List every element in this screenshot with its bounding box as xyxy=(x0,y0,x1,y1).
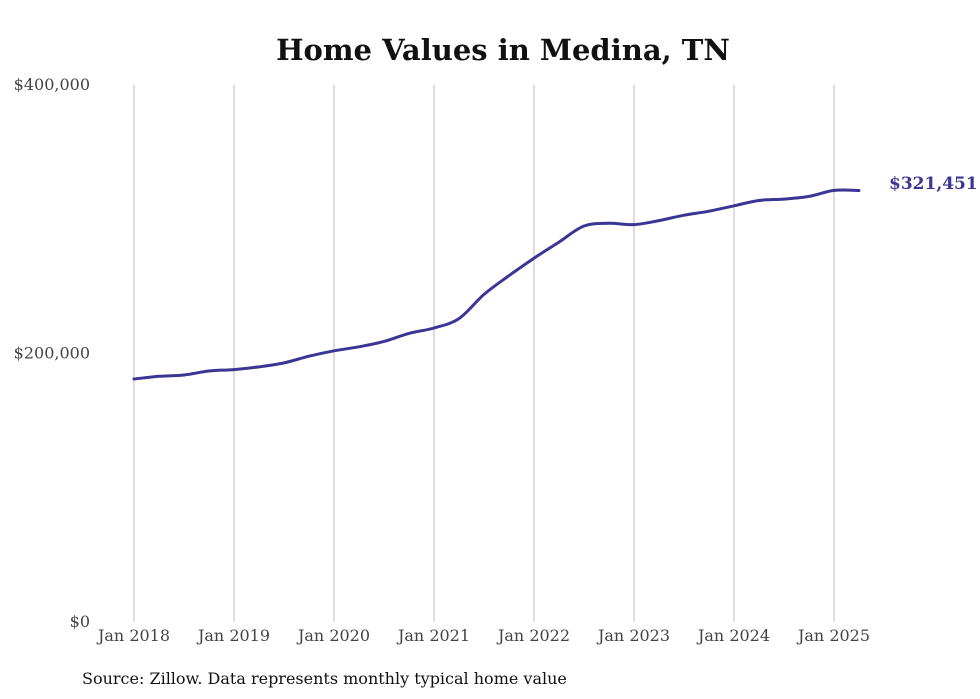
x-tick-label: Jan 2020 xyxy=(296,626,370,645)
data-point xyxy=(282,361,286,365)
series-line xyxy=(132,188,861,381)
y-tick-label: $400,000 xyxy=(14,75,90,94)
y-axis-ticks: $0 $200,000 $400,000 xyxy=(14,75,90,631)
data-point xyxy=(582,224,586,228)
x-tick-label: Jan 2018 xyxy=(96,626,170,645)
source-note: Source: Zillow. Data represents monthly … xyxy=(82,669,567,688)
x-axis-ticks: Jan 2018 Jan 2019 Jan 2020 Jan 2021 Jan 2022… xyxy=(96,626,870,645)
data-point xyxy=(532,256,536,260)
end-value-label: $321,451 xyxy=(889,174,978,194)
data-point xyxy=(332,349,336,353)
x-tick-label: Jan 2022 xyxy=(496,626,570,645)
data-point xyxy=(507,274,511,277)
data-point xyxy=(457,317,461,320)
data-point xyxy=(307,354,311,358)
x-tick-label: Jan 2019 xyxy=(196,626,270,645)
data-point xyxy=(207,369,211,373)
data-point xyxy=(357,345,361,348)
chart-title: Home Values in Medina, TN xyxy=(276,33,730,67)
y-tick-label: $200,000 xyxy=(14,344,90,363)
data-point xyxy=(432,326,436,330)
data-point xyxy=(157,375,161,378)
data-point xyxy=(707,209,711,213)
data-point xyxy=(657,219,661,222)
data-point xyxy=(132,377,136,381)
data-point xyxy=(732,204,736,208)
data-point xyxy=(757,199,761,202)
data-point xyxy=(482,293,486,296)
x-tick-label: Jan 2025 xyxy=(796,626,870,645)
data-point xyxy=(407,332,411,335)
data-point xyxy=(182,373,186,377)
y-tick-label: $0 xyxy=(70,612,90,631)
data-point xyxy=(682,214,686,217)
data-point xyxy=(807,195,811,198)
data-point xyxy=(632,223,636,226)
data-point xyxy=(257,365,261,369)
x-tick-label: Jan 2021 xyxy=(396,626,470,645)
data-point xyxy=(607,222,611,225)
data-point xyxy=(382,340,386,343)
data-point xyxy=(782,197,786,201)
data-point xyxy=(557,240,561,244)
data-point xyxy=(232,368,236,371)
x-tick-label: Jan 2024 xyxy=(696,626,770,645)
series-layer xyxy=(132,188,861,381)
data-point xyxy=(832,189,836,192)
x-tick-label: Jan 2023 xyxy=(596,626,670,645)
data-point xyxy=(857,189,861,192)
gridlines xyxy=(133,85,835,622)
